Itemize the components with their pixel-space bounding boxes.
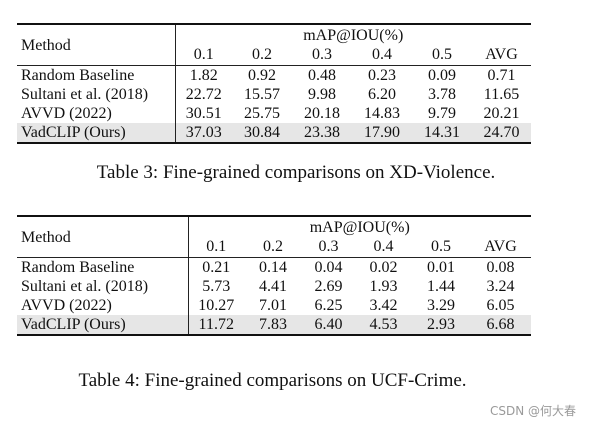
value-cell: 14.31	[412, 123, 472, 144]
watermark: CSDN @何大春	[489, 404, 576, 418]
iou-column-header: 0.1	[206, 238, 227, 255]
value-cell: 17.90	[352, 123, 412, 144]
method-cell: AVVD (2022)	[17, 104, 176, 123]
iou-column-header: 0.3	[318, 238, 339, 255]
table-row-ours: VadCLIP (Ours) 37.03 30.84 23.38 17.90 1…	[17, 123, 531, 144]
iou-column-header: 0.2	[252, 46, 272, 63]
table-row: Random Baseline 0.21 0.14 0.04 0.02 0.01…	[17, 257, 531, 277]
value-cell: 0.92	[232, 65, 292, 85]
value-cell: 6.20	[368, 86, 396, 103]
value-cell: 0.08	[470, 257, 531, 277]
value-cell: 0.01	[412, 257, 470, 277]
value-cell: 4.41	[259, 278, 287, 295]
iou-column-header: 0.5	[432, 46, 452, 63]
value-cell: 5.73	[202, 278, 231, 295]
value-cell: 0.21	[188, 257, 244, 277]
value-cell: 6.05	[486, 297, 515, 314]
iou-column-header: 0.4	[372, 46, 392, 63]
value-cell: 37.03	[175, 123, 232, 144]
iou-column-header: 0.4	[373, 238, 394, 255]
value-cell: 20.21	[483, 105, 520, 122]
value-cell: 6.40	[302, 315, 355, 336]
iou-column-header: 0.5	[431, 238, 451, 255]
iou-column-header: 0.3	[312, 46, 332, 63]
table-row: Sultani et al. (2018) 5.73 4.41 2.69 1.9…	[17, 277, 531, 296]
method-header: Method	[17, 215, 189, 258]
map-iou-header: mAP@IOU(%)	[175, 23, 531, 45]
value-cell: 0.09	[412, 65, 472, 85]
value-cell: 0.71	[472, 65, 531, 85]
value-cell: 30.84	[232, 123, 292, 144]
value-cell: 6.68	[470, 315, 531, 336]
value-cell: 2.93	[412, 315, 470, 336]
table-row: AVVD (2022) 10.27 7.01 6.25 3.42 3.29 6.…	[17, 296, 531, 315]
value-cell: 23.38	[292, 123, 352, 144]
iou-column-header: 0.1	[193, 46, 214, 63]
value-cell: 11.65	[483, 86, 520, 103]
table-ucf-crime: Method mAP@IOU(%) 0.1 0.2 0.3 0.4 0.5 AV…	[17, 215, 531, 336]
value-cell: 9.79	[428, 105, 456, 122]
value-cell: 6.25	[314, 297, 343, 314]
table-row-ours: VadCLIP (Ours) 11.72 7.83 6.40 4.53 2.93…	[17, 315, 531, 336]
value-cell: 1.82	[175, 65, 232, 85]
value-cell: 0.14	[244, 257, 302, 277]
value-cell: 3.78	[428, 86, 456, 103]
method-cell: AVVD (2022)	[17, 296, 189, 315]
value-cell: 1.44	[427, 278, 455, 295]
value-cell: 0.23	[352, 65, 412, 85]
value-cell: 9.98	[308, 86, 336, 103]
table-caption: Table 4: Fine-grained comparisons on UCF…	[78, 370, 467, 391]
value-cell: 15.57	[244, 86, 280, 103]
value-cell: 20.18	[304, 105, 340, 122]
value-cell: 14.83	[364, 105, 400, 122]
method-cell: Sultani et al. (2018)	[17, 277, 189, 296]
value-cell: 4.53	[355, 315, 412, 336]
avg-column-header: AVG	[485, 46, 518, 63]
value-cell: 7.83	[244, 315, 302, 336]
table-xd-violence: Method mAP@IOU(%) 0.1 0.2 0.3 0.4 0.5 AV…	[17, 23, 531, 144]
method-header: Method	[17, 23, 176, 66]
value-cell: 11.72	[188, 315, 244, 336]
table-row: Random Baseline 1.82 0.92 0.48 0.23 0.09…	[17, 65, 531, 85]
method-cell: Sultani et al. (2018)	[17, 85, 176, 104]
value-cell: 1.93	[369, 278, 398, 295]
method-cell: Random Baseline	[17, 257, 189, 277]
value-cell: 30.51	[185, 105, 222, 122]
table-row: Sultani et al. (2018) 22.72 15.57 9.98 6…	[17, 85, 531, 104]
value-cell: 3.29	[427, 297, 455, 314]
map-iou-header: mAP@IOU(%)	[188, 215, 531, 237]
table-row: AVVD (2022) 30.51 25.75 20.18 14.83 9.79…	[17, 104, 531, 123]
value-cell: 0.04	[302, 257, 355, 277]
avg-column-header: AVG	[484, 238, 517, 255]
value-cell: 0.48	[292, 65, 352, 85]
iou-column-header: 0.2	[263, 238, 283, 255]
value-cell: 3.42	[369, 297, 398, 314]
value-cell: 24.70	[472, 123, 531, 144]
value-cell: 7.01	[259, 297, 287, 314]
value-cell: 2.69	[314, 278, 343, 295]
value-cell: 22.72	[185, 86, 222, 103]
method-cell: VadCLIP (Ours)	[17, 123, 176, 144]
value-cell: 3.24	[486, 278, 515, 295]
method-cell: VadCLIP (Ours)	[17, 315, 189, 336]
value-cell: 25.75	[244, 105, 280, 122]
method-cell: Random Baseline	[17, 65, 176, 85]
value-cell: 10.27	[198, 297, 235, 314]
table-caption: Table 3: Fine-grained comparisons on XD-…	[96, 162, 496, 183]
value-cell: 0.02	[355, 257, 412, 277]
